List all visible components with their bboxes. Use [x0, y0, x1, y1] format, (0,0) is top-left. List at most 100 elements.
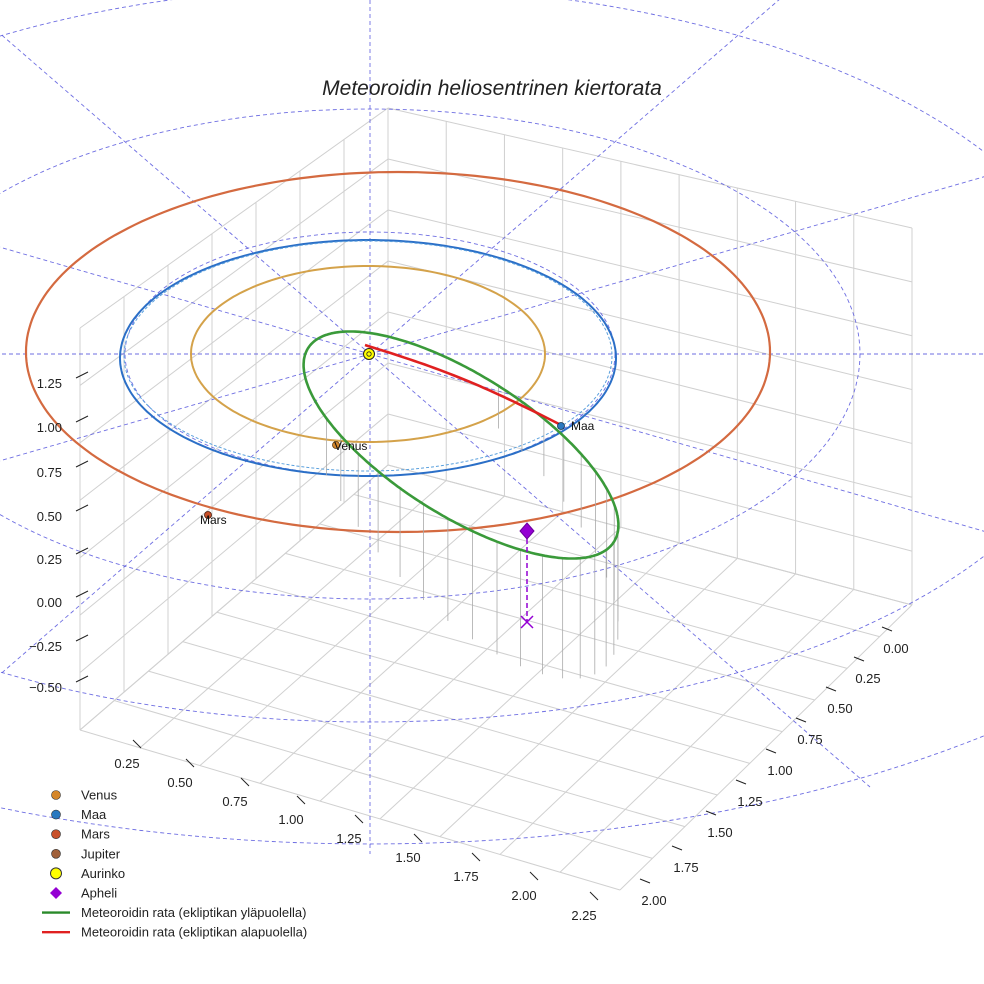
x-tick-label: 2.25 — [571, 908, 596, 923]
venus-orbit — [189, 265, 547, 443]
legend-item: Apheli — [50, 886, 117, 901]
y-tick-label: 0.25 — [855, 671, 880, 686]
legend-item: Aurinko — [50, 866, 125, 881]
grid-line — [79, 464, 389, 731]
y-tick-mark — [765, 748, 777, 754]
z-tick-label: 0.25 — [37, 552, 62, 567]
meteoroid-layer — [302, 330, 620, 560]
guide-radial — [0, 246, 371, 355]
legend-label: Apheli — [81, 886, 117, 901]
z-tick-label: 1.00 — [37, 420, 62, 435]
y-tick-label: 1.00 — [767, 763, 792, 778]
z-tick-label: −0.25 — [29, 639, 62, 654]
z-tick-label: −0.50 — [29, 680, 62, 695]
venus-label: Venus — [334, 439, 367, 453]
grid-line — [499, 573, 796, 855]
guide-layer — [0, 0, 984, 854]
legend-label: Venus — [81, 788, 118, 803]
aphelion-marker — [519, 522, 535, 540]
orbit-layer — [24, 170, 772, 534]
x-tick-mark — [296, 795, 306, 805]
x-tick-mark — [413, 833, 423, 843]
z-tick-mark — [75, 415, 89, 423]
grid-line — [79, 362, 389, 616]
grid-line — [79, 311, 389, 559]
grid-line — [387, 260, 913, 391]
guide-circle — [0, 0, 984, 723]
y-tick-label: 1.25 — [737, 794, 762, 809]
grid-line — [79, 260, 389, 501]
legend-label: Mars — [81, 827, 110, 842]
legend-label: Meteoroidin rata (ekliptikan alapuolella… — [81, 925, 307, 940]
y-tick-mark — [825, 686, 837, 692]
y-tick-label: 0.50 — [827, 701, 852, 716]
x-tick-mark — [132, 739, 142, 749]
sun-core — [366, 351, 372, 357]
chart-title: Meteoroidin heliosentrinen kiertorata — [322, 77, 662, 100]
guide-radial — [369, 0, 780, 355]
earth-label: Maa — [571, 419, 595, 433]
z-tick-mark — [75, 634, 89, 642]
grid-line — [439, 557, 738, 838]
earth-orbit-inner — [123, 240, 613, 472]
z-tick-mark — [75, 371, 89, 379]
guide-radial — [0, 353, 371, 676]
mars-orbit — [24, 170, 772, 534]
x-tick-label: 2.00 — [511, 888, 536, 903]
legend-item: Mars — [51, 827, 110, 842]
x-tick-mark — [185, 758, 195, 768]
guide-radial — [369, 353, 984, 532]
earth-orbit — [118, 239, 618, 477]
y-tick-label: 0.00 — [883, 641, 908, 656]
legend-item: Meteoroidin rata (ekliptikan yläpuolella… — [42, 905, 306, 920]
mars-label: Mars — [200, 513, 227, 527]
legend-label: Aurinko — [81, 866, 125, 881]
grid-line — [148, 670, 686, 828]
x-tick-label: 1.75 — [453, 869, 478, 884]
z-tick-mark — [75, 675, 89, 683]
grid-line — [199, 495, 505, 766]
z-tick-mark — [75, 590, 89, 598]
guide-radial — [0, 353, 371, 462]
drop-lines — [326, 385, 619, 679]
x-tick-label: 0.75 — [222, 794, 247, 809]
z-tick-label: 0.00 — [37, 595, 62, 610]
legend-dot-marker — [51, 809, 61, 820]
x-tick-label: 1.50 — [395, 850, 420, 865]
z-tick-label: 0.50 — [37, 509, 62, 524]
meteoroid-orbit-below — [364, 343, 564, 428]
y-tick-label: 1.75 — [673, 860, 698, 875]
x-tick-label: 0.25 — [114, 756, 139, 771]
grid-line — [182, 641, 718, 796]
legend-dot-marker — [51, 829, 61, 840]
grid-line — [387, 107, 913, 229]
legend-label: Maa — [81, 807, 107, 822]
grid-line — [79, 107, 389, 329]
tick-layer: 1.251.000.750.500.250.00−0.25−0.500.250.… — [29, 371, 909, 923]
grid-line — [387, 362, 913, 498]
legend-item: Jupiter — [51, 846, 121, 861]
legend-item: Venus — [51, 788, 118, 803]
x-tick-label: 0.50 — [167, 775, 192, 790]
grid-line — [387, 311, 913, 444]
guide-circle — [0, 735, 984, 845]
legend-dot-marker — [51, 790, 61, 800]
z-tick-mark — [75, 460, 89, 468]
grid-line — [79, 209, 389, 444]
meteoroid-orbit-above — [302, 330, 620, 560]
grid-line — [114, 700, 653, 859]
marker-layer: Venus Maa Mars — [200, 348, 595, 629]
y-tick-label: 2.00 — [641, 893, 666, 908]
x-tick-label: 1.00 — [278, 812, 303, 827]
x-tick-mark — [240, 777, 250, 787]
y-tick-mark — [853, 656, 865, 662]
grid-line — [139, 480, 447, 749]
grid-line — [259, 511, 564, 784]
sun-marker — [363, 348, 375, 360]
legend-label: Jupiter — [81, 846, 121, 861]
y-tick-mark — [735, 779, 747, 785]
grid-line — [250, 582, 783, 733]
z-tick-label: 0.75 — [37, 465, 62, 480]
y-tick-label: 0.75 — [797, 732, 822, 747]
